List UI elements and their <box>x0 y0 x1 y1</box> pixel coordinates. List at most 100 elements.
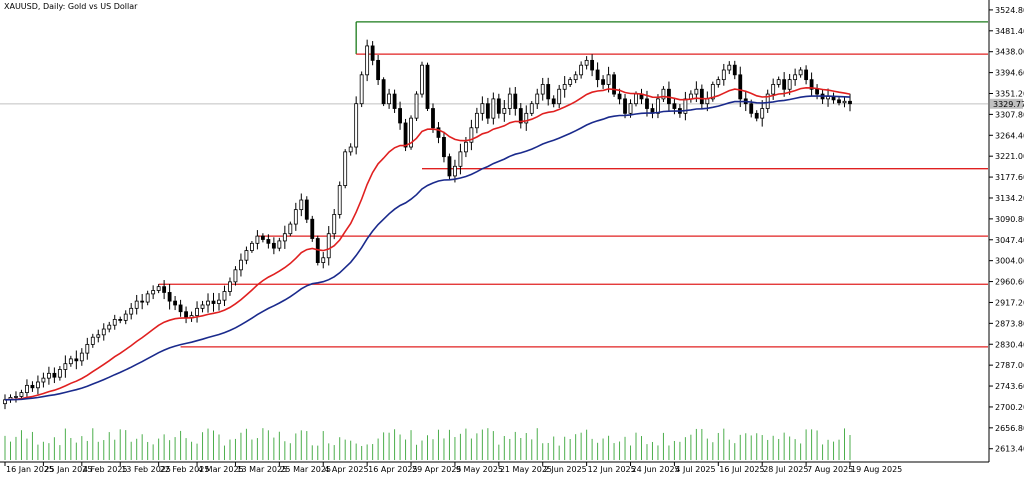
candle-body <box>156 286 161 291</box>
time-tick-label: 9 May 2025 <box>456 465 503 474</box>
candle-body <box>118 319 123 321</box>
candle-body <box>420 64 424 95</box>
candle-body <box>381 79 386 105</box>
candle-body <box>606 74 611 85</box>
candle-body <box>277 240 282 249</box>
price-axis: 3524.80 3481.40 3438.00 3394.60 3351.20 3307.… <box>988 0 1024 462</box>
candle-body <box>738 74 743 100</box>
candle-body <box>266 239 271 244</box>
price-tick-label: 3264.40 <box>995 131 1024 140</box>
candle-body <box>304 199 309 220</box>
time-tick-label: 13 Mar 2025 <box>236 465 287 474</box>
time-tick-label: 29 Apr 2025 <box>412 465 461 474</box>
time-tick-label: 19 Aug 2025 <box>851 465 902 474</box>
candle-body <box>14 396 18 398</box>
candle-body <box>491 98 496 119</box>
candle-body <box>540 84 545 95</box>
candle-body <box>710 84 715 100</box>
candle-body <box>260 235 265 240</box>
candle-body <box>584 59 589 66</box>
candle-body <box>848 100 852 105</box>
candle-body <box>184 311 188 319</box>
candle-body <box>3 399 7 405</box>
candle-body <box>815 88 819 95</box>
candle-body <box>694 88 699 95</box>
candle-body <box>568 79 573 85</box>
price-tick-label: 2656.80 <box>995 424 1024 433</box>
time-tick-label: 22 Feb 2025 <box>160 465 210 474</box>
price-tick-label: 3351.20 <box>995 89 1024 98</box>
candle-body <box>716 79 721 85</box>
candle-body <box>749 103 754 114</box>
candle-body <box>425 64 430 109</box>
candle-body <box>370 45 375 61</box>
candle-body <box>551 98 556 105</box>
candle-body <box>518 108 523 124</box>
candle-body <box>485 103 490 119</box>
candle-body <box>282 233 287 242</box>
time-tick-label: 13 Feb 2025 <box>121 465 171 474</box>
price-tick-label: 3221.00 <box>995 152 1024 161</box>
candle-body <box>754 112 759 119</box>
price-tick-label: 2917.20 <box>995 298 1024 307</box>
candle-body <box>167 292 172 302</box>
candle-body <box>661 88 666 100</box>
candle-body <box>458 151 463 167</box>
candle-body <box>211 300 216 304</box>
time-tick-label: 4 Feb 2025 <box>83 465 128 474</box>
candle-body <box>447 156 452 177</box>
time-tick-label: 16 Jul 2025 <box>719 465 764 474</box>
candle-body <box>343 151 348 186</box>
candle-body <box>63 363 68 370</box>
candle-body <box>123 313 128 321</box>
candle-body <box>134 300 139 309</box>
candle-body <box>683 98 688 114</box>
candle-body <box>513 93 518 109</box>
candle-body <box>529 103 534 114</box>
candle-body <box>453 165 457 177</box>
candle-body <box>250 242 254 251</box>
candle-body <box>398 108 402 124</box>
candle-body <box>842 100 847 104</box>
candle-body <box>145 293 150 303</box>
candle-body <box>19 392 24 397</box>
candle-body <box>68 358 73 365</box>
candle-body <box>365 45 370 76</box>
candle-body <box>200 304 205 309</box>
price-tick-label: 3090.80 <box>995 215 1024 224</box>
price-tick-label: 2743.60 <box>995 382 1024 391</box>
candle-body <box>760 108 765 119</box>
candle-body <box>414 93 419 119</box>
candle-body <box>326 233 331 259</box>
candles <box>3 39 852 410</box>
candle-body <box>46 372 51 379</box>
candle-body <box>222 291 227 301</box>
candle-body <box>376 59 381 81</box>
candle-body <box>469 127 474 143</box>
price-tick-label: 3524.80 <box>995 6 1024 15</box>
candle-body <box>107 324 112 330</box>
candle-body <box>25 384 29 393</box>
candle-body <box>392 93 397 109</box>
candle-body <box>310 218 315 239</box>
price-tick-label: 3307.80 <box>995 110 1024 119</box>
time-tick-label: 21 May 2025 <box>500 465 552 474</box>
time-tick-label: 28 Jul 2025 <box>763 465 808 474</box>
candle-body <box>601 79 605 85</box>
candle-body <box>233 269 238 283</box>
candle-body <box>195 307 199 316</box>
candle-body <box>546 84 551 100</box>
candle-body <box>442 137 446 158</box>
candle-body <box>337 185 342 215</box>
current-price-label: 3329.77 <box>993 100 1024 109</box>
candle-body <box>90 336 95 345</box>
candle-body <box>474 112 479 129</box>
price-tick-label: 2613.40 <box>995 445 1024 454</box>
candle-body <box>321 257 326 263</box>
candle-body <box>217 299 221 304</box>
candle-body <box>798 69 803 76</box>
candle-body <box>634 93 638 105</box>
time-tick-label: 4 Mar 2025 <box>198 465 244 474</box>
candle-body <box>645 98 649 109</box>
